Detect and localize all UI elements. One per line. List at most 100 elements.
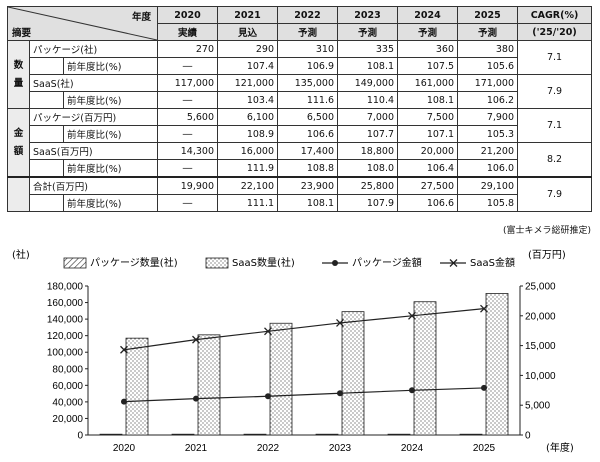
row-label: 前年度比(%)	[62, 91, 159, 109]
right-tick-label: 10,000	[525, 371, 556, 382]
saas-amount-point	[408, 311, 416, 320]
status-header: 予測	[397, 23, 459, 41]
value-cell: 290	[217, 40, 279, 58]
value-cell: 23,900	[277, 176, 339, 195]
package-amount-point	[481, 384, 487, 391]
status-header: 実績	[157, 23, 219, 41]
saas-amount-line	[123, 308, 485, 351]
legend-saas-amount-marker	[449, 259, 458, 267]
value-cell: 103.4	[217, 91, 279, 109]
cagr-cell: 7.1	[517, 40, 593, 75]
saas-count-bar	[485, 293, 509, 436]
group-label-char: 数	[13, 59, 24, 71]
value-cell: 19,900	[157, 176, 219, 195]
cagr-cell: 7.9	[517, 74, 593, 109]
right-tick-label: 5,000	[525, 401, 550, 412]
status-header: 予測	[457, 23, 519, 41]
saas-count-bar	[413, 301, 437, 436]
year-header: 2021	[217, 6, 279, 24]
value-cell: 270	[157, 40, 219, 58]
saas-count-bar	[125, 337, 149, 436]
cagr-cell: 7.9	[517, 176, 593, 212]
value-cell: 20,000	[397, 142, 459, 160]
value-cell: 14,300	[157, 142, 219, 160]
left-tick-label: 160,000	[47, 298, 84, 309]
value-cell: ―	[157, 159, 219, 178]
right-tick-label: 15,000	[525, 341, 556, 352]
value-cell: 29,100	[457, 176, 519, 195]
group-label-char: 量	[13, 77, 24, 89]
value-cell: 108.0	[337, 159, 399, 178]
group-label-char: 金	[13, 127, 24, 139]
legend-package-amount-marker	[332, 260, 338, 266]
legend-saas-count-swatch	[205, 257, 229, 269]
saas-amount-point	[264, 327, 272, 336]
package-amount-point	[337, 390, 343, 397]
row-label: 合計(百万円)	[28, 176, 159, 195]
package-count-bar	[99, 433, 123, 436]
value-cell: ―	[157, 91, 219, 109]
row-label: 前年度比(%)	[62, 194, 159, 212]
saas-count-bar	[341, 311, 365, 436]
left-tick-label: 80,000	[52, 364, 83, 375]
year-header: 2022	[277, 6, 339, 24]
market-chart: 0 20,000 40,000 60,000 80,000 100,000 120,000 1…	[12, 248, 574, 454]
package-count-bar	[315, 433, 339, 436]
value-cell: 107.7	[337, 125, 399, 143]
row-label: パッケージ(百万円)	[28, 108, 159, 126]
value-cell: 108.9	[217, 125, 279, 143]
left-tick-label: 60,000	[52, 381, 83, 392]
cagr-cell: 7.1	[517, 108, 593, 143]
year-header: 2023	[337, 6, 399, 24]
saas-amount-point	[120, 345, 128, 354]
value-cell: ―	[157, 57, 219, 75]
x-tick-label: 2023	[329, 443, 352, 454]
legend-saas-amount: SaaS金額	[470, 256, 515, 269]
ratio-indent	[29, 57, 64, 75]
value-cell: 110.4	[337, 91, 399, 109]
value-cell: 106.0	[457, 159, 519, 178]
x-tick-label: 2025	[473, 443, 496, 454]
value-cell: 135,000	[277, 74, 339, 92]
ratio-indent	[29, 125, 64, 143]
table-row: 数量パッケージ(社) 270 290 310 335 360 380 7.1	[7, 40, 593, 109]
package-amount-point	[265, 393, 271, 400]
saas-amount-point	[336, 318, 344, 327]
legend-package-amount: パッケージ金額	[352, 256, 422, 269]
value-cell: 16,000	[217, 142, 279, 160]
value-cell: 7,000	[337, 108, 399, 126]
value-cell: 6,500	[277, 108, 339, 126]
value-cell: 25,800	[337, 176, 399, 195]
diagonal-line	[8, 7, 157, 40]
x-tick-label: 2021	[185, 443, 208, 454]
value-cell: 6,100	[217, 108, 279, 126]
year-header: 2020	[157, 6, 219, 24]
right-tick-label: 0	[525, 431, 531, 442]
value-cell: 7,500	[397, 108, 459, 126]
legend-package-count: パッケージ数量(社)	[90, 256, 178, 269]
status-header: 予測	[277, 23, 339, 41]
row-label: 前年度比(%)	[62, 57, 159, 75]
value-cell: 335	[337, 40, 399, 58]
left-tick-label: 120,000	[47, 331, 84, 342]
package-amount-point	[121, 398, 127, 405]
right-tick-label: 25,000	[525, 282, 556, 293]
value-cell: 111.6	[277, 91, 339, 109]
right-tick-label: 20,000	[525, 311, 556, 322]
value-cell: 105.8	[457, 194, 519, 212]
value-cell: 27,500	[397, 176, 459, 195]
right-axis-unit: (百万円)	[528, 249, 566, 261]
value-cell: 105.6	[457, 57, 519, 75]
left-tick-label: 100,000	[47, 348, 84, 359]
value-cell: 117,000	[157, 74, 219, 92]
value-cell: 107.1	[397, 125, 459, 143]
table-row: 前年度比(%) ― 103.4 111.6 110.4 108.1 106.2	[8, 91, 592, 109]
header-corner: 年度 摘要	[6, 6, 159, 41]
x-tick-label: 2024	[401, 443, 424, 454]
left-axis-unit: (社)	[12, 248, 30, 261]
year-header: 2024	[397, 6, 459, 24]
value-cell: 107.5	[397, 57, 459, 75]
value-cell: 21,200	[457, 142, 519, 160]
value-cell: 106.6	[397, 194, 459, 212]
x-axis-unit: (年度)	[546, 441, 574, 454]
